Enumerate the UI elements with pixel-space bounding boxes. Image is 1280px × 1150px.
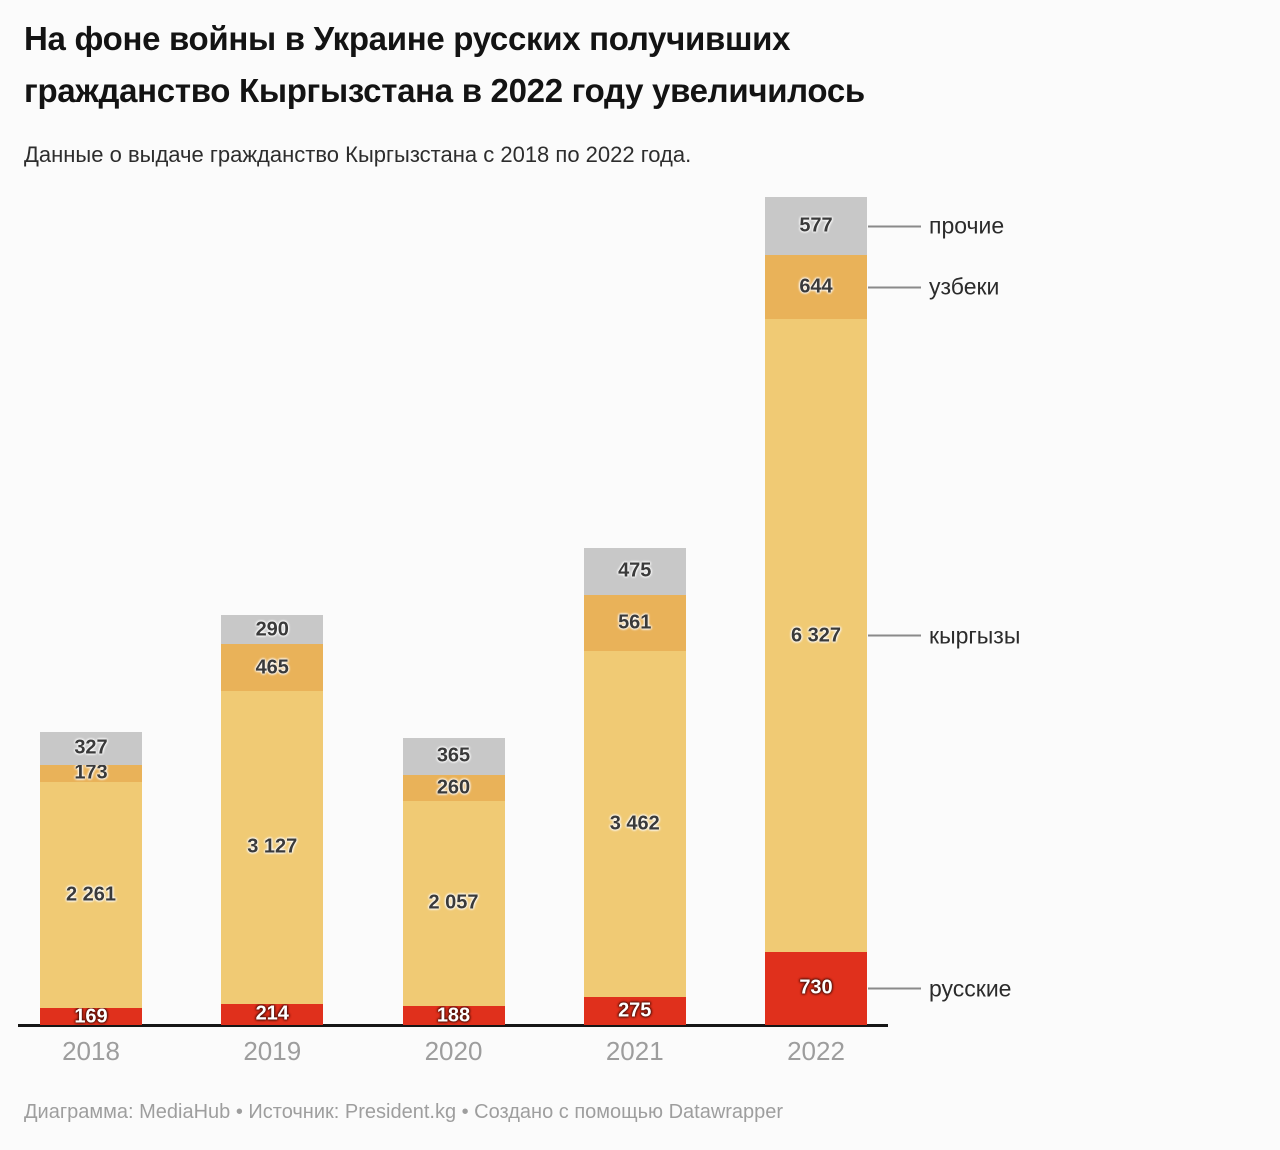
segment-kyrgyz-2020[interactable]: 2 057	[402, 800, 505, 1007]
annotation-connector-line	[868, 225, 921, 228]
value-label: 644	[799, 275, 833, 298]
segment-kyrgyz-2019[interactable]: 3 127	[221, 690, 324, 1004]
value-label: 561	[618, 611, 652, 634]
segment-russians-2020[interactable]: 188	[402, 1004, 505, 1027]
bar-2022: 730 6 327 644 577	[765, 197, 867, 1025]
series-annotation-others: прочие	[868, 213, 1004, 240]
value-label: 3 127	[247, 835, 298, 858]
x-axis-label-2021: 2021	[605, 1036, 664, 1066]
value-label: 577	[799, 214, 833, 237]
value-label: 275	[618, 999, 652, 1022]
chart-subtitle: Данные о выдаче гражданство Кыргызстана …	[24, 142, 692, 167]
bar-2018: 169 2 261 173 327	[40, 732, 142, 1028]
value-label: 3 462	[609, 812, 660, 835]
attribution-footer: Диаграмма: MediaHub • Источник: Presiden…	[24, 1101, 784, 1123]
segment-kyrgyz-2018[interactable]: 2 261	[40, 782, 142, 1009]
bar-2019: 214 3 127 465 290	[221, 615, 324, 1025]
series-label-kyrgyz: кыргызы	[929, 622, 1021, 649]
value-label: 173	[74, 761, 108, 784]
bar-2020: 188 2 057 260 365	[402, 738, 505, 1027]
value-label: 2 261	[65, 883, 117, 906]
segment-others-2022[interactable]: 577	[765, 197, 867, 255]
value-label: 465	[255, 656, 289, 679]
value-label: 6 327	[790, 624, 842, 647]
segment-russians-2018[interactable]: 169	[40, 1005, 142, 1028]
series-label-uzbeks: узбеки	[929, 273, 1000, 300]
x-axis-label-2022: 2022	[787, 1036, 845, 1066]
bar-2021: 275 3 462 561 475	[583, 547, 686, 1025]
segment-uzbeks-2021[interactable]: 561	[583, 595, 686, 652]
series-annotation-kyrgyz: кыргызы	[868, 622, 1020, 649]
x-axis-label-2018: 2018	[62, 1036, 120, 1066]
x-axis-label-2019: 2019	[243, 1036, 302, 1066]
annotation-connector-line	[868, 286, 921, 289]
segment-uzbeks-2022[interactable]: 644	[765, 254, 867, 320]
series-label-russians: русские	[929, 975, 1012, 1001]
x-axis-label-2020: 2020	[424, 1036, 483, 1066]
segment-others-2021[interactable]: 475	[583, 547, 686, 596]
value-label: 260	[436, 776, 471, 799]
segment-russians-2022[interactable]: 730	[765, 951, 867, 1025]
series-annotation-uzbeks: узбеки	[868, 274, 999, 301]
segment-others-2020[interactable]: 365	[402, 738, 505, 775]
value-label: 475	[618, 559, 652, 582]
segment-kyrgyz-2021[interactable]: 3 462	[583, 651, 686, 998]
series-label-others: прочие	[929, 212, 1005, 239]
segment-others-2018[interactable]: 327	[40, 732, 142, 765]
value-label: 730	[799, 976, 833, 999]
value-label: 365	[436, 744, 471, 767]
segment-uzbeks-2020[interactable]: 260	[402, 774, 505, 801]
chart-title-line2: гражданство Кыргызстана в 2022 году увел…	[24, 72, 865, 109]
segment-uzbeks-2018[interactable]: 173	[40, 761, 142, 784]
segment-kyrgyz-2022[interactable]: 6 327	[765, 319, 867, 952]
segment-russians-2021[interactable]: 275	[583, 997, 686, 1025]
annotation-connector-line	[868, 987, 921, 990]
series-annotation-russians: русские	[868, 975, 1011, 1002]
segment-uzbeks-2019[interactable]: 465	[221, 644, 324, 691]
value-label: 327	[74, 736, 108, 759]
value-label: 188	[436, 1004, 471, 1027]
value-label: 169	[74, 1005, 108, 1028]
value-label: 290	[255, 618, 289, 641]
segment-russians-2019[interactable]: 214	[221, 1002, 324, 1025]
chart-title-line1: На фоне войны в Украине русских получивш…	[24, 20, 791, 57]
segment-others-2019[interactable]: 290	[221, 615, 324, 645]
value-label: 214	[255, 1002, 289, 1025]
x-axis-line	[18, 1024, 888, 1027]
value-label: 2 057	[428, 891, 479, 914]
annotation-connector-line	[868, 634, 921, 637]
chart-title: На фоне войны в Украине русских получивш…	[24, 13, 865, 117]
